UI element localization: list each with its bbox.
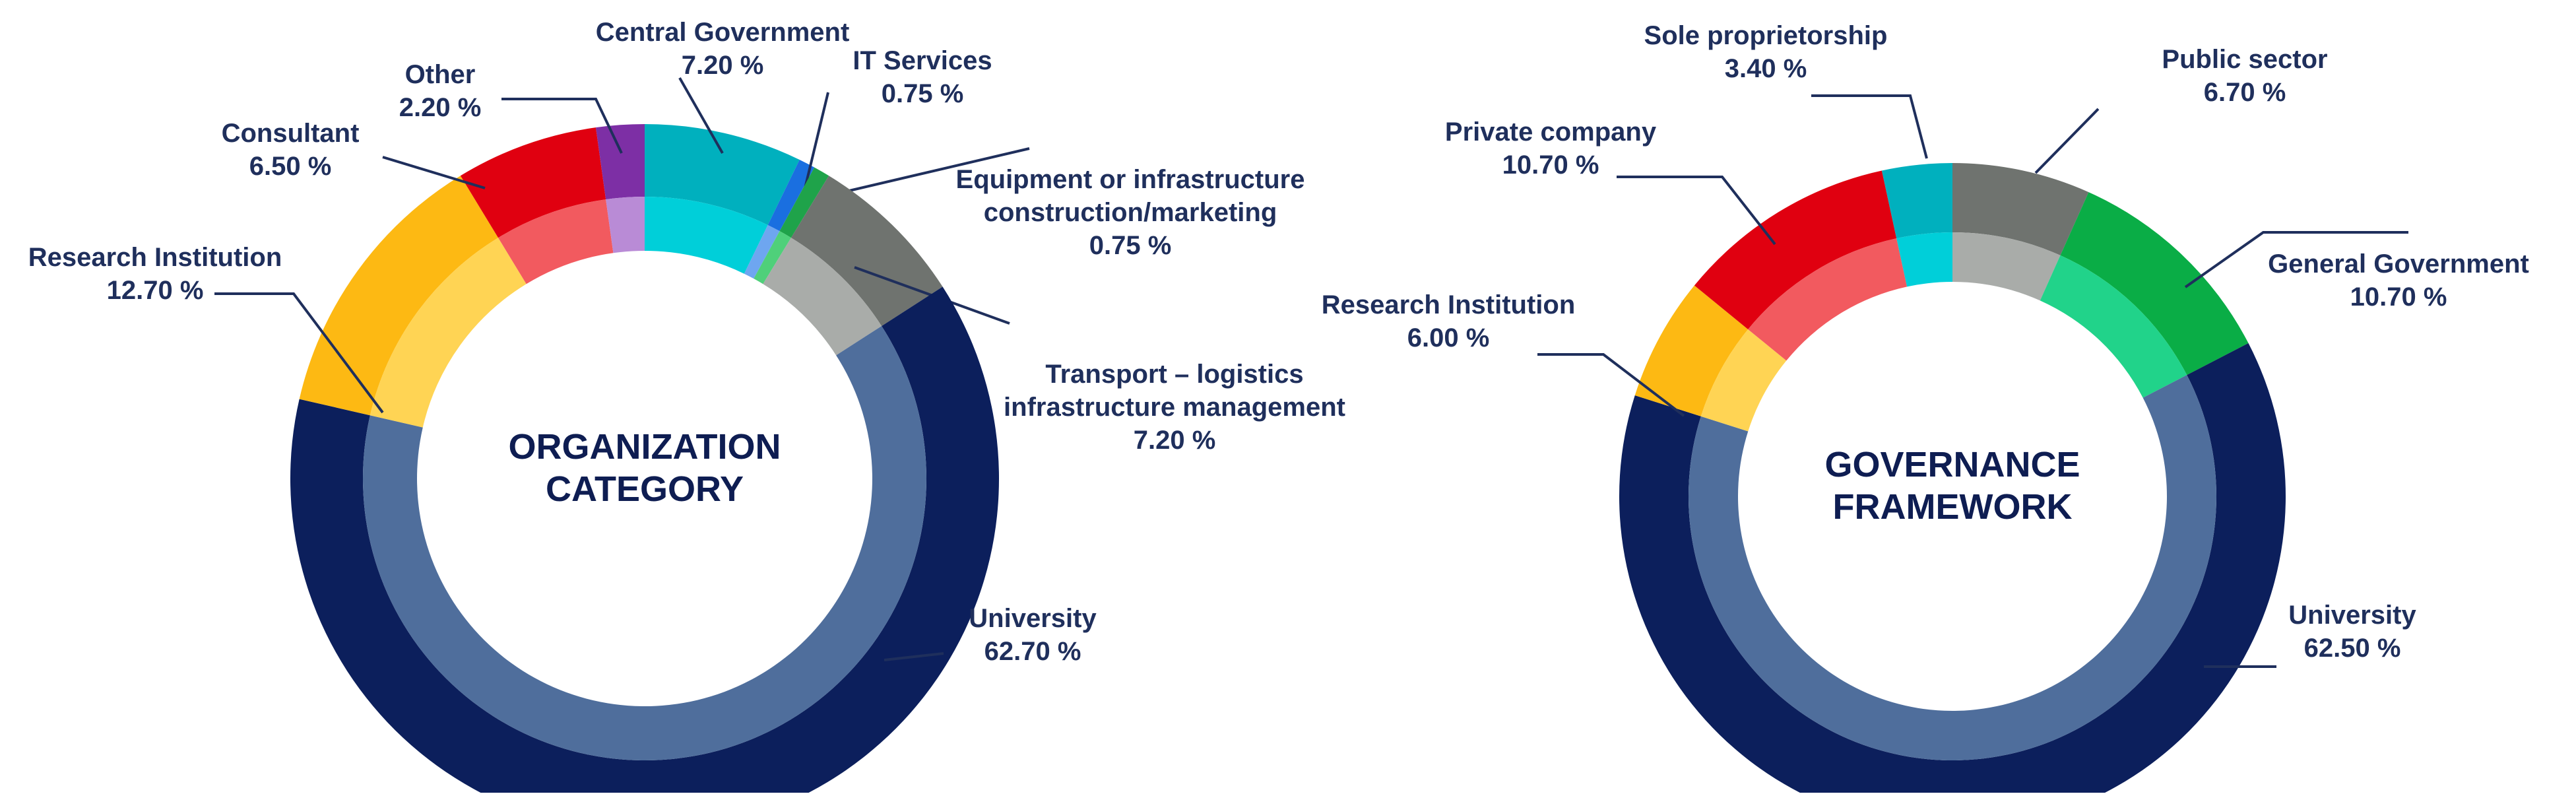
center-title: GOVERNANCE FRAMEWORK [1824,445,2080,527]
slice-inner-research-institution [370,238,527,428]
leader-line-equipment-or-infrastructure-construction-marketing [818,147,1030,199]
slice-inner-equipment-or-infrastructure-construction-marketing [754,231,791,284]
slice-equipment-or-infrastructure-construction-marketing [779,167,829,238]
slice-central-government [645,124,800,225]
data-label-university: University 62.50 % [2288,601,2416,663]
data-label-public-sector: Public sector 6.70 % [2162,45,2327,107]
leader-line-general-government [2184,231,2408,288]
data-label-central-government: Central Government 7.20 % [596,18,850,80]
slice-research-institution [1634,285,1749,416]
slice-sole-proprietorship [1881,163,1952,239]
center-title: ORGANIZATION CATEGORY [509,427,781,509]
leader-line-it-services [804,92,829,189]
leader-line-consultant [382,156,486,189]
data-label-consultant: Consultant 6.50 % [222,119,360,181]
data-label-research-institution: Research Institution 6.00 % [1322,290,1576,352]
leader-line-research-institution [214,292,384,414]
slice-general-government [2060,192,2249,376]
leader-line-private-company [1617,176,1776,246]
slice-inner-other [606,197,645,253]
data-label-research-institution: Research Institution 12.70 % [28,243,282,305]
leader-line-sole-proprietorship [1811,94,1928,159]
data-label-equipment-or-infrastructure-construction-marketing: Equipment or infrastructure construction/… [956,165,1305,260]
slice-other [596,124,645,200]
slice-private-company [1694,170,1897,329]
leader-line-research-institution [1537,353,1685,417]
leader-line-public-sector [2034,108,2100,174]
data-label-private-company: Private company 10.70 % [1445,117,1657,180]
slice-research-institution [299,176,499,416]
slice-inner-central-government [645,197,768,274]
data-label-it-services: IT Services 0.75 % [853,46,992,108]
organization-category-chart: Central Government 7.20 % IT Services 0.75 … [28,18,1345,796]
slice-inner-research-institution [1700,329,1787,432]
slice-inner-consultant [498,199,614,284]
data-label-university: University 62.70 % [969,604,1097,666]
slice-inner-sole-proprietorship [1896,232,1952,287]
slice-inner-general-government [2040,255,2187,398]
slice-inner-it-services [744,224,780,279]
slice-inner-university [1688,375,2216,761]
leader-line-university [884,652,944,661]
data-label-other: Other 2.20 % [399,60,482,122]
slice-public-sector [1952,163,2089,255]
governance-framework-chart: Public sector 6.70 % General Government 10.… [1322,21,2529,796]
leader-line-central-government [678,77,724,154]
slice-consultant [460,127,606,238]
slice-inner-transport-logistics-infrastructure-management [763,238,882,356]
data-label-sole-proprietorship: Sole proprietorship 3.40 % [1644,21,1888,83]
slice-it-services [767,160,815,232]
slice-university [290,286,1000,796]
slice-inner-university [363,325,926,760]
slice-university [1619,343,2286,796]
data-label-transport-logistics-infrastructure-management: Transport – logistics infrastructure mana… [1004,360,1345,455]
slice-inner-public-sector [1952,232,2061,301]
slice-inner-private-company [1748,238,1908,361]
data-label-general-government: General Government 10.70 % [2268,249,2529,312]
slice-transport-logistics-infrastructure-management [790,176,943,326]
leader-line-other [501,98,623,154]
